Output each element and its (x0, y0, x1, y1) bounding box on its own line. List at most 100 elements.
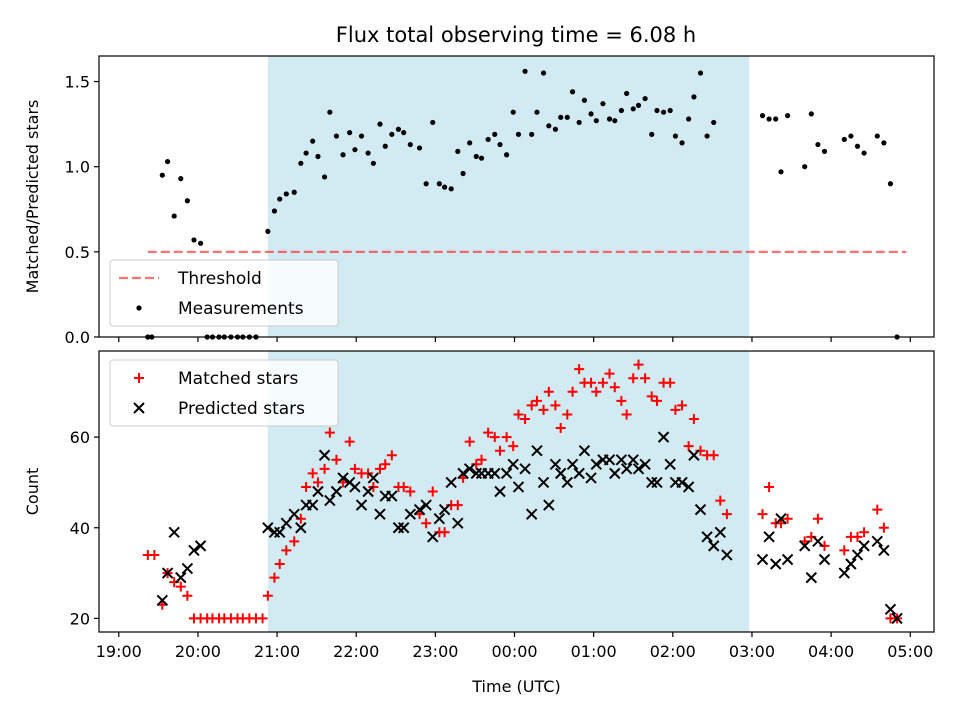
data-point (715, 495, 726, 506)
data-point (633, 359, 644, 370)
data-point (858, 540, 870, 552)
data-point (609, 467, 621, 480)
data-point (590, 458, 603, 471)
data-point (871, 535, 883, 548)
data-point (262, 522, 274, 534)
data-point (721, 509, 732, 520)
x-tick-label: 03:00 (729, 642, 775, 661)
data-point (289, 536, 300, 547)
data-point (321, 174, 328, 180)
data-point (549, 458, 562, 471)
y-tick-label: 1.5 (65, 73, 90, 92)
data-point (478, 155, 485, 161)
data-point (781, 553, 794, 566)
data-point (467, 140, 473, 146)
data-point (494, 485, 506, 498)
data-point (448, 186, 454, 192)
data-point (464, 436, 475, 447)
data-point (769, 558, 782, 570)
data-point (851, 549, 864, 561)
data-point (358, 133, 365, 139)
data-point (670, 404, 681, 415)
data-point (508, 441, 519, 452)
y-axis-label: Count (23, 468, 42, 516)
data-point (473, 153, 479, 160)
data-point (280, 517, 293, 529)
data-point (181, 562, 194, 575)
data-point (531, 395, 542, 406)
data-point (439, 527, 450, 538)
data-point (618, 107, 624, 114)
data-point (561, 476, 573, 489)
data-point (529, 131, 535, 137)
data-point (805, 571, 818, 584)
data-point (812, 535, 824, 548)
data-point (852, 531, 863, 542)
x-tick-label: 00:00 (491, 642, 537, 661)
data-point (427, 531, 439, 543)
data-point (489, 467, 501, 480)
data-point (156, 594, 169, 606)
data-point (395, 126, 402, 132)
data-point (501, 432, 512, 443)
data-point (489, 432, 500, 443)
x-tick-label: 02:00 (650, 642, 696, 661)
data-point (591, 386, 602, 397)
data-point (554, 467, 567, 480)
data-point (683, 441, 694, 452)
data-point (483, 427, 494, 438)
data-point (606, 116, 613, 122)
legend-label: Matched stars (178, 369, 298, 389)
x-axis-label: Time (UTC) (471, 677, 560, 696)
data-point (878, 544, 890, 557)
data-point (182, 590, 193, 601)
data-point (398, 481, 409, 492)
data-point (651, 476, 663, 489)
data-point (558, 114, 564, 120)
data-point (628, 373, 639, 384)
data-point (355, 499, 368, 511)
count-panel: 20 40 60 19:00 20:00 21:00 22:00 23:00 00:00 01:0… (23, 350, 935, 696)
data-point (382, 143, 388, 149)
data-point (370, 160, 376, 166)
data-point (421, 518, 432, 529)
data-point (861, 150, 867, 156)
data-point (330, 485, 343, 498)
data-point (265, 228, 271, 235)
data-point (377, 121, 383, 127)
data-point (407, 141, 413, 148)
data-point (438, 503, 451, 516)
data-point (574, 364, 585, 375)
data-point (567, 386, 578, 397)
y-axis-label: Matched/Predicted stars (23, 100, 42, 294)
data-point (159, 172, 165, 178)
chart-title: Flux total observing time = 6.08 h (336, 23, 696, 47)
data-point (550, 400, 561, 411)
data-point (627, 454, 639, 466)
data-point (543, 386, 554, 397)
data-point (711, 119, 717, 126)
data-point (874, 133, 880, 139)
axes-frame (98, 55, 935, 338)
data-point (878, 522, 889, 533)
data-point (566, 458, 579, 471)
data-point (281, 545, 292, 556)
x-tick-label: 05:00 (887, 642, 933, 661)
data-point (759, 113, 766, 119)
y-tick-label: 0.0 (65, 328, 90, 347)
data-point (688, 413, 699, 424)
legend-box (109, 259, 339, 327)
data-point (324, 427, 335, 438)
data-point (495, 445, 506, 456)
data-point (679, 140, 685, 146)
data-point (175, 581, 186, 592)
data-point (701, 531, 713, 543)
data-point (672, 133, 679, 139)
y-tick-label: 40 (70, 519, 90, 538)
data-point (168, 526, 180, 538)
legend-marker (134, 373, 144, 383)
data-point (603, 454, 616, 466)
data-point (841, 136, 847, 143)
data-point (337, 472, 349, 484)
data-point (808, 111, 814, 117)
